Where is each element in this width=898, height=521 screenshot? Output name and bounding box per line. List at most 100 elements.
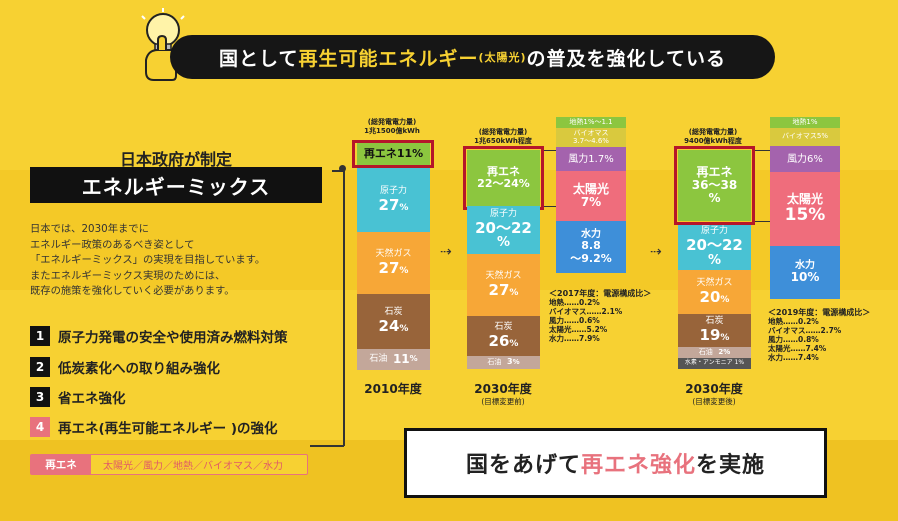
bar-2030a-renewable-frame bbox=[463, 146, 544, 210]
bar-2030a-pct: % bbox=[509, 338, 519, 349]
bar-2030a-total-note: (総発電電力量) 1兆650kWh程度 bbox=[474, 128, 532, 145]
breakdown-2017: ＜2017年度：電源構成比＞ 地熱……0.2% バイオマス……2.1% 風力……… bbox=[549, 289, 651, 343]
policy-text: 再エネ(再生可能エネルギー )の強化 bbox=[58, 421, 278, 437]
bar-2030a-gas-value: 27 bbox=[488, 280, 510, 299]
bar-2030b-oil-value: 2 bbox=[718, 347, 724, 356]
desc-line: 「エネルギーミックス」の実現を目指しています。 bbox=[30, 254, 266, 266]
bar-2030a-coal-label: 石炭 bbox=[494, 321, 513, 332]
bar-2030b-renewable-value: 36～38 % bbox=[691, 177, 738, 206]
bar-2030a-coal: 石炭 26% bbox=[467, 316, 540, 356]
bar-2010-gas-label: 天然ガス bbox=[375, 248, 412, 259]
detail-2030a-solar-label: 太陽光 bbox=[572, 181, 609, 196]
header-banner: 国として 再生可能エネルギー (太陽光) の普及を強化している bbox=[170, 35, 775, 79]
description: 日本では、2030年までに エネルギー政策のあるべき姿として 「エネルギーミック… bbox=[30, 222, 330, 300]
policy-item-3: 3 省エネ強化 bbox=[30, 386, 126, 408]
bar-2030a-oil-value: 3 bbox=[506, 357, 513, 367]
detail-2030a-geothermal: 地熱1%～1.1 bbox=[556, 117, 626, 128]
bar-2030a-gas-label: 天然ガス bbox=[485, 270, 522, 281]
bar-2010-oil-value: 11 bbox=[392, 351, 410, 366]
bar-2010-coal-label: 石炭 bbox=[384, 307, 403, 318]
header-highlight: 再生可能エネルギー bbox=[298, 47, 479, 70]
bar-2030b-pct: % bbox=[720, 294, 730, 305]
breakdown-2019-item: 風力……0.8% bbox=[768, 335, 819, 344]
desc-line: 日本では、2030年までに bbox=[30, 223, 149, 235]
bar-2030b-renewable-frame bbox=[674, 146, 755, 225]
detail-connector bbox=[544, 206, 556, 207]
policy-item-4: 4 再エネ(再生可能エネルギー )の強化 bbox=[30, 416, 278, 438]
policy-text: 省エネ強化 bbox=[58, 391, 126, 407]
bar-2030a-oil-label: 石油 bbox=[487, 357, 502, 366]
bar-2030b-gas-value: 20 bbox=[699, 287, 721, 306]
bar-2030a-pct: % bbox=[509, 287, 519, 298]
bar-2030a-renewable-value: 22～24% bbox=[477, 177, 530, 190]
bar-2030a-subtitle: (目標変更前) bbox=[481, 397, 525, 406]
detail-connector bbox=[755, 150, 770, 151]
bar-2010-gas-value: 27 bbox=[378, 258, 400, 277]
breakdown-2019-title: ＜2019年度：電源構成比＞ bbox=[768, 308, 871, 317]
bar-2030a-nuclear-value: 20～22 bbox=[475, 218, 532, 237]
bar-2030b-renewable: 再エネ 36～38 % bbox=[678, 150, 751, 221]
policy-item-1: 1 原子力発電の安全や使用済み燃料対策 bbox=[30, 325, 288, 347]
detail-2030b-hydro-label: 水力 bbox=[795, 260, 815, 272]
bar-2010-coal-value: 24 bbox=[378, 317, 400, 335]
detail-2030a-geothermal-label: 地熱1%～1.1 bbox=[569, 117, 613, 126]
bar-2010-renewable-label: 再エネ11% bbox=[363, 146, 424, 160]
detail-2030a-wind: 風力1.7% bbox=[556, 147, 626, 171]
bar-2030b-nuclear-value: 20～22 bbox=[686, 236, 743, 255]
bar-2010-oil-label: 石油 bbox=[369, 353, 388, 364]
policy-text: 原子力発電の安全や使用済み燃料対策 bbox=[58, 330, 288, 346]
bar-2030a-nuclear-label: 原子力 bbox=[489, 208, 517, 219]
policy-number: 3 bbox=[30, 387, 50, 407]
bar-2010-renewable-frame bbox=[352, 140, 434, 168]
detail-2030b-geothermal-label: 地熱1% bbox=[792, 117, 818, 126]
bar-2010-pct: % bbox=[399, 324, 409, 334]
detail-2030b-solar-value: 15% bbox=[784, 205, 826, 226]
detail-2030b-solar-label: 太陽光 bbox=[786, 192, 823, 207]
bar-2010-nuclear: 原子力 27% bbox=[357, 168, 430, 232]
renewable-items: 太陽光／風力／地熱／バイオマス／水力 bbox=[103, 461, 283, 472]
bar-2010-gas: 天然ガス 27% bbox=[357, 232, 430, 294]
bar-2030b-pct: % bbox=[720, 333, 730, 343]
bar-2030b-subtitle: (目標変更後) bbox=[692, 397, 736, 406]
bar-2010-pct: % bbox=[409, 354, 418, 364]
bar-2030b-nuclear-label: 原子力 bbox=[700, 226, 728, 237]
detail-2030b-wind: 風力6% bbox=[770, 146, 840, 172]
bar-2030b-coal: 石炭 19% bbox=[678, 314, 751, 347]
bar-2010-pct: % bbox=[399, 265, 409, 276]
bracket-dot bbox=[339, 165, 346, 172]
header-part2: の普及を強化している bbox=[526, 47, 726, 70]
bar-2010-renewable: 再エネ11% bbox=[357, 143, 430, 165]
bar-2010-coal: 石炭 24% bbox=[357, 294, 430, 349]
bar-2030b-oil: 石油 2% bbox=[678, 347, 751, 358]
energy-mix-title: エネルギーミックス bbox=[30, 167, 322, 203]
detail-2030b-wind-label: 風力6% bbox=[787, 153, 823, 165]
detail-connector bbox=[755, 221, 770, 222]
renewable-tag: 再エネ bbox=[31, 455, 91, 474]
bar-2030b-pct: % bbox=[723, 347, 731, 356]
bracket-line bbox=[310, 445, 344, 447]
government-label: 日本政府が制定 bbox=[119, 150, 232, 169]
policy-number: 2 bbox=[30, 357, 50, 377]
breakdown-2019: ＜2019年度：電源構成比＞ 地熱……0.2% バイオマス……2.7% 風力……… bbox=[768, 308, 870, 362]
bracket-line bbox=[332, 170, 344, 172]
breakdown-2017-title: ＜2017年度：電源構成比＞ bbox=[549, 289, 652, 298]
detail-2030a-biomass: バイオマス 3.7～4.6% bbox=[556, 128, 626, 147]
bar-2030a-year: 2030年度 bbox=[474, 382, 532, 396]
bar-2010-year: 2010年度 bbox=[364, 382, 422, 396]
detail-2030a-solar-value: 7% bbox=[580, 195, 602, 209]
detail-connector bbox=[544, 150, 556, 151]
bar-2030b-coal-value: 19 bbox=[699, 326, 721, 344]
bar-2030a-pct: % bbox=[496, 235, 511, 251]
bar-2030a-oil: 石油 3% bbox=[467, 356, 540, 369]
breakdown-2019-item: 太陽光……7.4% bbox=[768, 344, 827, 353]
bottom-part2: を実施 bbox=[696, 453, 766, 478]
detail-2030a-hydro-value: 8.8 ～9.2% bbox=[570, 239, 612, 265]
bar-2030a-gas: 天然ガス 27% bbox=[467, 254, 540, 316]
breakdown-2017-item: バイオマス……2.1% bbox=[549, 307, 623, 316]
bar-2030a-pct: % bbox=[512, 357, 520, 366]
breakdown-2017-item: 水力……7.9% bbox=[549, 334, 600, 343]
policy-number: 1 bbox=[30, 326, 50, 346]
bar-2030b-gas: 天然ガス 20% bbox=[678, 270, 751, 314]
detail-2030b-hydro-value: 10% bbox=[790, 270, 820, 285]
desc-line: またエネルギーミックス実現のためには、 bbox=[30, 269, 226, 282]
